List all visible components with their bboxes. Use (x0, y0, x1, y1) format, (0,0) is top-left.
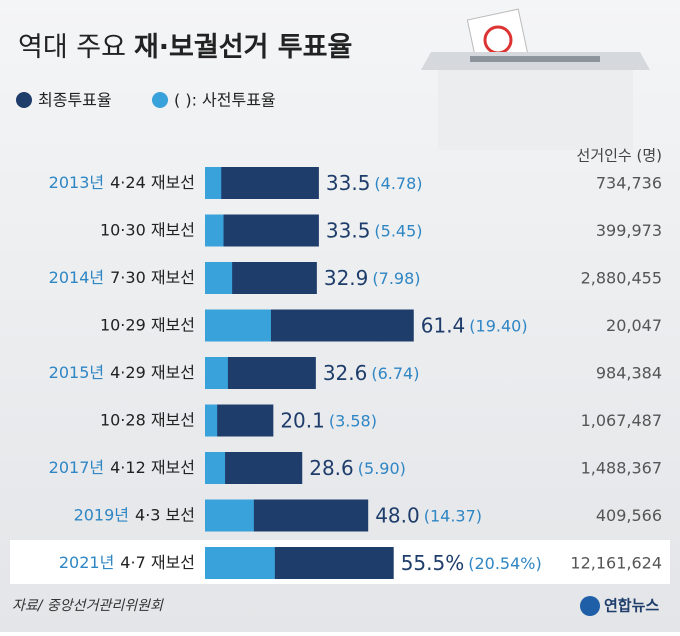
early-label: (6.74) (371, 364, 419, 383)
category-label: 10·30 재보선 (100, 220, 195, 239)
value-label: 33.5 (4.78) (326, 171, 423, 195)
bar-final (205, 214, 319, 247)
bar-early (205, 547, 275, 579)
year-label: 2013년 (49, 173, 104, 192)
credit: 연합뉴스 (604, 597, 659, 615)
bar-early (205, 357, 228, 389)
early-label: (4.78) (374, 174, 422, 193)
title-main: 재·보궐선거 투표율 (134, 32, 352, 63)
category-name: 4·29 재보선 (110, 363, 195, 382)
early-label: (5.45) (374, 221, 422, 240)
value-label: 33.5 (5.45) (326, 218, 423, 242)
voters-value: 734,736 (596, 174, 662, 193)
bar-early (205, 309, 271, 342)
final-label: 32.6 (323, 361, 368, 385)
legend-swatch (16, 92, 32, 108)
value-label: 20.1 (3.58) (280, 408, 377, 432)
bar-early (205, 214, 224, 247)
bar-early (205, 452, 226, 484)
category-name: 4·3 보선 (135, 505, 195, 524)
category-name: 7·30 재보선 (110, 268, 195, 287)
legend-swatch (152, 92, 168, 108)
bar-final (205, 167, 319, 199)
year-label: 2015년 (49, 363, 104, 382)
category-label: 2019년 4·3 보선 (74, 505, 195, 524)
source: 자료/ 중앙선거관리위원회 (12, 598, 164, 614)
category-name: 4·24 재보선 (110, 173, 195, 192)
ballot-box (421, 8, 650, 150)
category-label: 10·29 재보선 (100, 315, 195, 334)
value-label: 48.0 (14.37) (375, 503, 482, 527)
voters-value: 1,067,487 (581, 411, 662, 430)
category-label: 2015년 4·29 재보선 (49, 363, 195, 382)
voters-value: 399,973 (596, 221, 662, 240)
final-label: 33.5 (326, 171, 371, 195)
final-label: 32.9 (324, 266, 369, 290)
final-label: 33.5 (326, 218, 371, 242)
voters-value: 409,566 (596, 506, 662, 525)
voters-value: 1,488,367 (581, 459, 662, 478)
legend-label: ( ): 사전투표율 (174, 91, 276, 110)
bar-early (205, 262, 233, 294)
early-label: (7.98) (372, 269, 420, 288)
bar-early (205, 167, 222, 199)
category-name: 4·7 재보선 (120, 553, 195, 572)
category-name: 4·12 재보선 (110, 458, 195, 477)
chart-title: 역대 주요 재·보궐선거 투표율 (18, 32, 352, 63)
voters-value: 20,047 (606, 316, 662, 335)
year-label: 2021년 (59, 553, 114, 572)
category-name: 10·29 재보선 (100, 315, 195, 334)
final-label: 48.0 (375, 503, 420, 527)
year-label: 2014년 (49, 268, 104, 287)
early-label: (14.37) (424, 506, 482, 525)
voters-value: 2,880,455 (581, 269, 662, 288)
value-label: 32.6 (6.74) (323, 361, 420, 385)
early-label: (3.58) (329, 411, 377, 430)
value-label: 61.4 (19.40) (421, 313, 528, 337)
year-label: 2019년 (74, 505, 129, 524)
category-label: 2014년 7·30 재보선 (49, 268, 195, 287)
title-prefix: 역대 주요 (18, 32, 126, 63)
legend-label: 최종투표율 (38, 91, 112, 110)
bar-early (205, 404, 218, 437)
final-label: 55.5% (401, 551, 465, 575)
credit-logo (580, 596, 600, 616)
category-label: 10·28 재보선 (100, 410, 195, 429)
category-name: 10·30 재보선 (100, 220, 195, 239)
early-label: (20.54%) (468, 554, 542, 573)
voters-value: 12,161,624 (570, 554, 662, 573)
final-label: 28.6 (309, 456, 354, 480)
final-label: 20.1 (280, 408, 325, 432)
early-label: (19.40) (469, 316, 527, 335)
final-label: 61.4 (421, 313, 466, 337)
category-name: 10·28 재보선 (100, 410, 195, 429)
value-label: 55.5% (20.54%) (401, 551, 542, 575)
bar-early (205, 499, 254, 532)
category-label: 2013년 4·24 재보선 (49, 173, 195, 192)
value-label: 28.6 (5.90) (309, 456, 406, 480)
voters-title: 선거인수 (명) (577, 147, 662, 165)
value-label: 32.9 (7.98) (324, 266, 421, 290)
category-label: 2021년 4·7 재보선 (59, 553, 195, 572)
category-label: 2017년 4·12 재보선 (49, 458, 195, 477)
voters-value: 984,384 (596, 364, 662, 383)
year-label: 2017년 (49, 458, 104, 477)
early-label: (5.90) (358, 459, 406, 478)
